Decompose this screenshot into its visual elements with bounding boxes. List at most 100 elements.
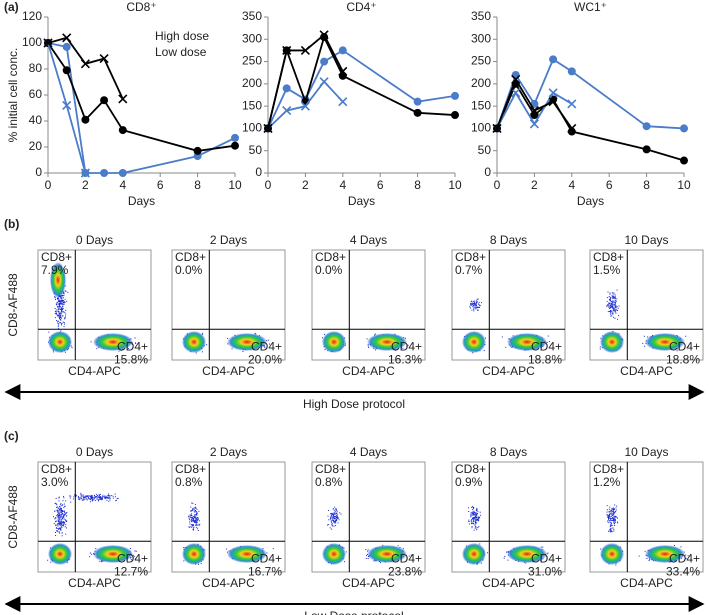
event-dot [333,509,335,511]
event-dot [58,303,60,305]
event-dot [56,524,58,526]
event-dot [331,524,333,526]
event-dot [197,517,199,519]
event-dot [84,496,86,498]
event-dot [474,520,476,522]
event-dot [114,493,116,495]
point [492,123,502,133]
event-dot [472,302,474,304]
event-dot [62,297,64,299]
event-dot [60,512,62,514]
event-dot [96,498,98,500]
event-dot [108,493,110,495]
event-dot [470,307,472,309]
event-dot [194,516,196,518]
event-dot [599,346,601,348]
event-dot [336,514,338,516]
event-dot [56,320,58,322]
event-dot [227,337,229,339]
event-dot [613,521,615,523]
event-dot [611,315,613,317]
event-dot [64,312,66,314]
point [511,88,521,98]
event-dot [104,495,106,497]
point [263,123,273,133]
event-dot [56,301,58,303]
event-dot [468,521,470,523]
event-dot [194,521,196,523]
event-dot [61,516,63,518]
event-dot [476,307,478,309]
event-dot [57,520,59,522]
event-dot [614,508,616,510]
gate-percent: 0.0% [175,263,203,277]
event-dot [74,494,76,496]
event-dot [609,307,611,309]
event-dot [57,320,59,322]
event-dot [474,301,476,303]
event-dot [478,304,480,306]
event-dot [610,518,612,520]
density-blob [600,543,624,565]
event-dot [333,513,335,515]
event-dot [332,513,334,515]
event-dot [610,529,612,531]
event-dot [60,316,62,318]
event-dot [613,520,615,522]
event-dot [61,532,63,534]
gate-percent: 16.7% [248,564,282,578]
event-dot [70,495,72,497]
event-dot [192,524,194,526]
event-dot [475,300,477,302]
event-dot [60,306,62,308]
flow-plot: CD8+0.8%CD4+23.8% [311,461,426,578]
event-dot [61,525,63,527]
event-dot [615,309,617,311]
event-dot [199,523,201,525]
event-dot [60,323,62,325]
event-dot [193,518,195,520]
legend-entry: High dose [155,29,209,43]
event-dot [487,552,489,554]
event-dot [608,508,610,510]
event-dot [468,510,470,512]
event-dot [474,303,476,305]
point [282,84,291,93]
event-dot [93,498,95,500]
event-dot [198,524,200,526]
event-dot [473,518,475,520]
event-dot [192,519,194,521]
event-dot [195,517,197,519]
event-dot [108,497,110,499]
gate-percent: 0.9% [455,475,483,489]
density-blob [367,333,407,351]
point [118,94,128,104]
event-dot [62,504,64,506]
event-dot [60,509,62,511]
event-dot [503,557,505,559]
event-dot [115,499,117,501]
event-dot [607,291,609,293]
event-dot [478,306,480,308]
event-dot [58,505,60,507]
event-dot [111,495,113,497]
event-dot [94,496,96,498]
gate-percent: 16.3% [388,352,422,366]
event-dot [59,514,61,516]
event-dot [612,300,614,302]
event-dot [614,297,616,299]
event-dot [61,302,63,304]
event-dot [469,306,471,308]
event-dot [85,498,87,500]
event-dot [62,513,64,515]
event-dot [61,300,63,302]
event-dot [97,495,99,497]
event-dot [58,310,60,312]
y-tick-label: 350 [471,9,491,23]
event-dot [474,302,476,304]
event-dot [62,523,64,525]
event-dot [477,527,479,529]
event-dot [337,522,339,524]
panel-label: (c) [4,429,19,443]
event-dot [266,552,268,554]
